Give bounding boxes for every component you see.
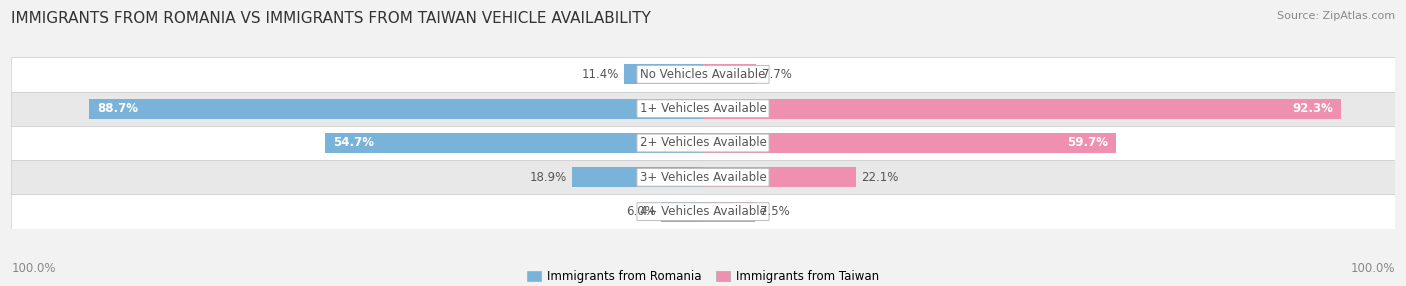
Bar <box>11 92 1395 126</box>
Bar <box>703 133 1116 153</box>
Bar <box>703 64 756 84</box>
Bar <box>90 99 703 119</box>
Bar <box>11 194 1395 229</box>
Text: 88.7%: 88.7% <box>97 102 139 115</box>
Text: 7.7%: 7.7% <box>762 68 792 81</box>
Text: IMMIGRANTS FROM ROMANIA VS IMMIGRANTS FROM TAIWAN VEHICLE AVAILABILITY: IMMIGRANTS FROM ROMANIA VS IMMIGRANTS FR… <box>11 11 651 26</box>
Text: 59.7%: 59.7% <box>1067 136 1108 150</box>
Text: 4+ Vehicles Available: 4+ Vehicles Available <box>640 205 766 218</box>
FancyBboxPatch shape <box>637 168 769 186</box>
Text: 11.4%: 11.4% <box>581 68 619 81</box>
Bar <box>624 64 703 84</box>
Text: 7.5%: 7.5% <box>761 205 790 218</box>
Bar <box>703 202 755 222</box>
Text: 22.1%: 22.1% <box>862 171 898 184</box>
Text: 92.3%: 92.3% <box>1292 102 1333 115</box>
Text: 6.0%: 6.0% <box>626 205 657 218</box>
FancyBboxPatch shape <box>637 134 769 152</box>
Text: 100.0%: 100.0% <box>1350 262 1395 275</box>
Text: Source: ZipAtlas.com: Source: ZipAtlas.com <box>1277 11 1395 21</box>
Text: 2+ Vehicles Available: 2+ Vehicles Available <box>640 136 766 150</box>
Text: 100.0%: 100.0% <box>11 262 56 275</box>
Legend: Immigrants from Romania, Immigrants from Taiwan: Immigrants from Romania, Immigrants from… <box>522 266 884 286</box>
FancyBboxPatch shape <box>637 65 769 83</box>
Bar <box>703 99 1341 119</box>
Bar <box>661 202 703 222</box>
Bar <box>703 167 856 187</box>
Text: 54.7%: 54.7% <box>333 136 374 150</box>
Bar <box>11 126 1395 160</box>
Bar <box>11 160 1395 194</box>
Bar <box>11 57 1395 92</box>
Text: 3+ Vehicles Available: 3+ Vehicles Available <box>640 171 766 184</box>
Text: No Vehicles Available: No Vehicles Available <box>640 68 766 81</box>
FancyBboxPatch shape <box>637 203 769 221</box>
Text: 1+ Vehicles Available: 1+ Vehicles Available <box>640 102 766 115</box>
FancyBboxPatch shape <box>637 100 769 118</box>
Bar <box>572 167 703 187</box>
Bar <box>325 133 703 153</box>
Text: 18.9%: 18.9% <box>530 171 567 184</box>
